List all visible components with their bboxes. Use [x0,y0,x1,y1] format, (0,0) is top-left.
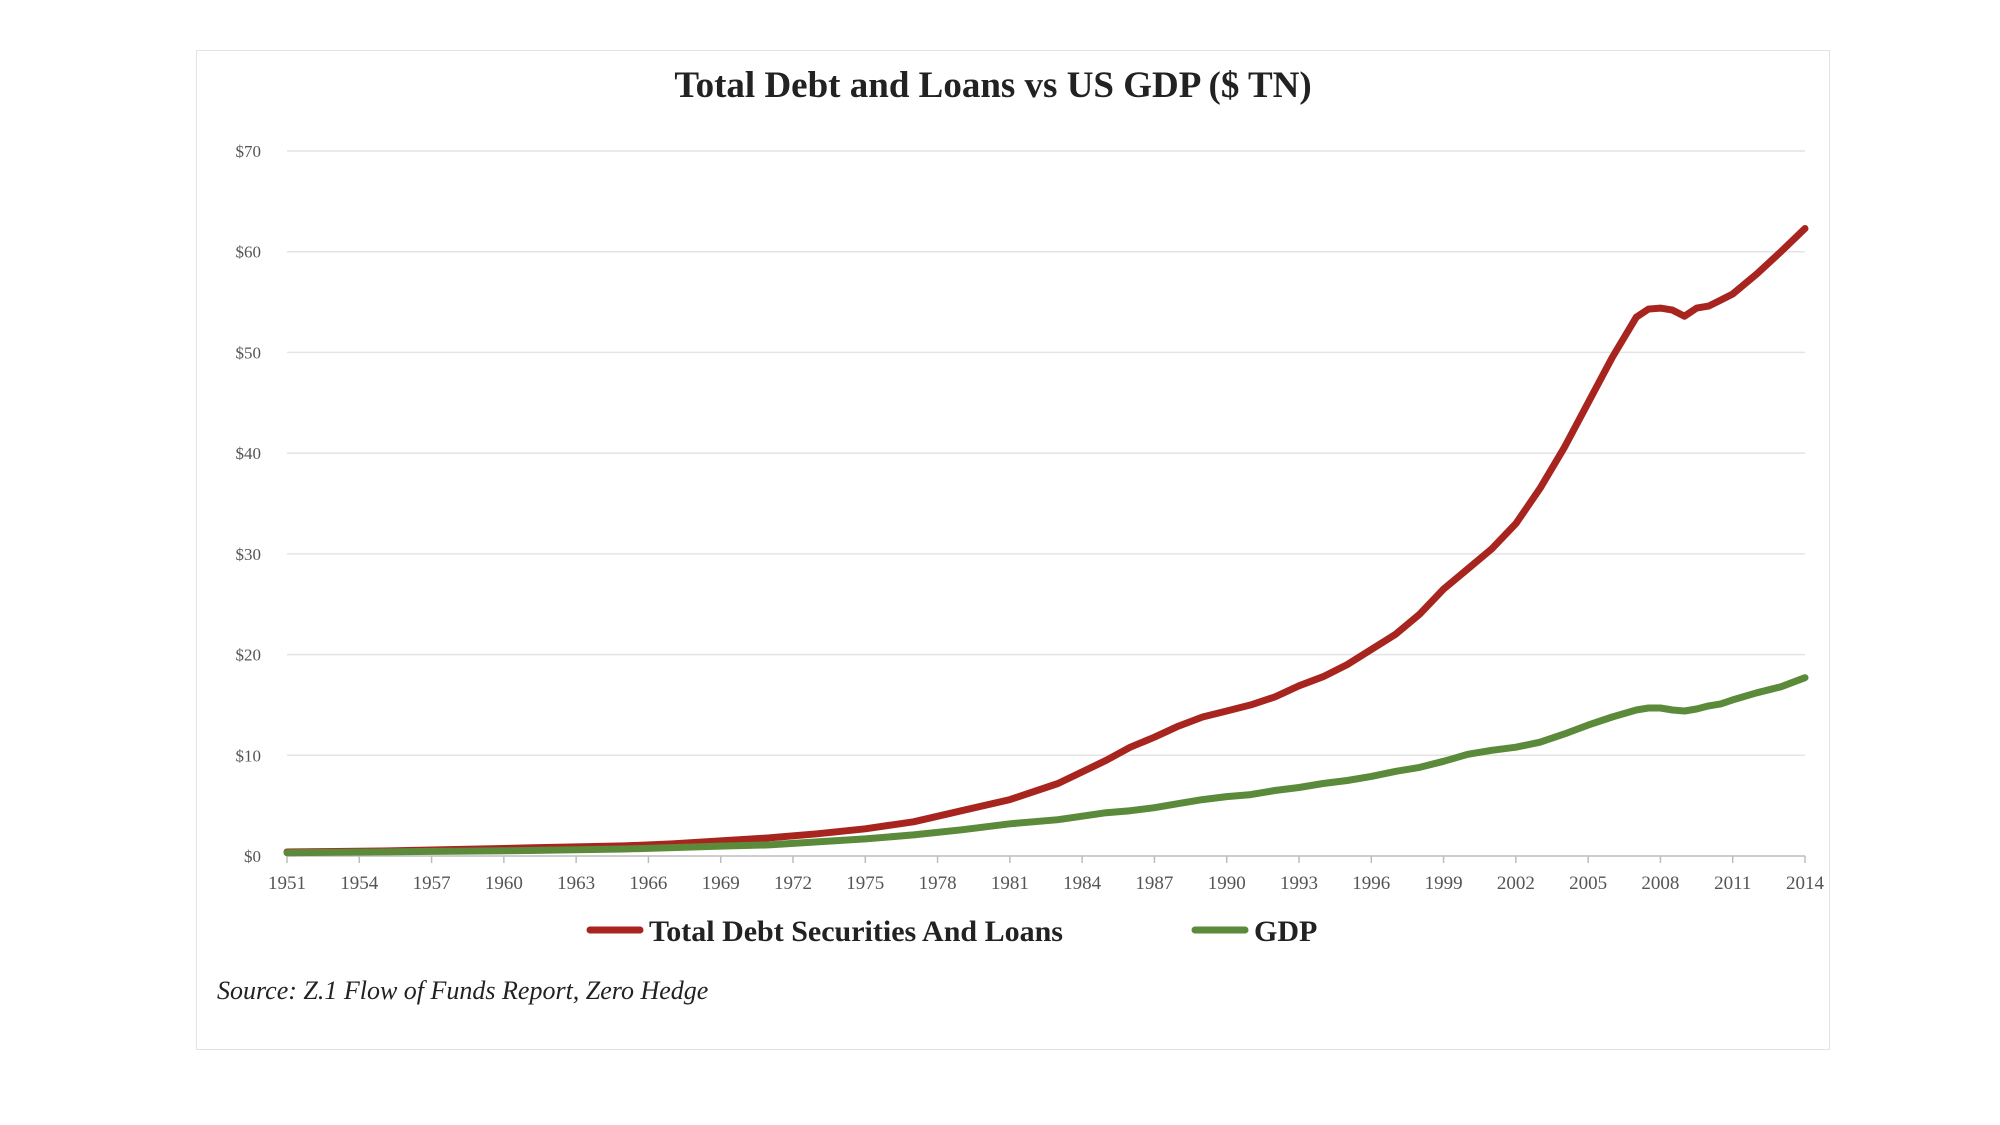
x-tick-label: 1984 [1063,873,1102,894]
x-tick-label: 1960 [485,873,523,894]
x-tick-label: 1981 [991,873,1029,894]
chart-frame: Total Debt and Loans vs US GDP ($ TN) $0… [196,50,1830,1050]
x-tick-label: 2002 [1497,873,1535,894]
series-line-gdp [283,674,1809,857]
y-axis-ticks: $0 $10 $20 $30 $40 $50 $60 $70 [236,142,262,866]
x-tick-label: 1951 [268,873,306,894]
x-axis-ticks: 1951 1954 1957 1960 1963 1966 1969 1972 1975 1978… [268,856,1825,894]
x-tick-label: 1993 [1280,873,1318,894]
x-tick-label: 1999 [1425,873,1463,894]
series-line-debt [283,225,1809,856]
legend-label-debt: Total Debt Securities And Loans [649,915,1063,948]
chart-title: Total Debt and Loans vs US GDP ($ TN) [674,65,1311,106]
legend-label-gdp: GDP [1254,915,1317,948]
x-tick-label: 1969 [702,873,740,894]
gridlines [287,150,1805,757]
y-tick-label: $40 [236,444,262,463]
x-tick-label: 1972 [774,873,812,894]
y-tick-label: $30 [236,545,262,564]
x-tick-label: 1957 [413,873,451,894]
x-tick-label: 2005 [1569,873,1607,894]
y-tick-label: $0 [244,847,261,866]
x-tick-label: 1987 [1135,873,1173,894]
y-tick-label: $60 [236,243,262,262]
x-tick-label: 1954 [340,873,379,894]
chart: Total Debt and Loans vs US GDP ($ TN) $0… [217,65,1825,1005]
x-tick-label: 2011 [1714,873,1751,894]
x-tick-label: 1975 [846,873,884,894]
x-tick-label: 2008 [1641,873,1679,894]
y-tick-label: $20 [236,646,262,665]
source-note: Source: Z.1 Flow of Funds Report, Zero H… [217,976,708,1005]
x-tick-label: 1966 [629,873,667,894]
x-tick-label: 1996 [1352,873,1390,894]
y-tick-label: $70 [236,142,262,161]
x-tick-label: 1978 [919,873,957,894]
x-tick-label: 1990 [1208,873,1246,894]
series-lines [283,225,1809,857]
x-tick-label: 1963 [557,873,595,894]
legend: Total Debt Securities And Loans GDP [586,915,1317,948]
x-tick-label: 2014 [1786,873,1825,894]
y-tick-label: $50 [236,343,262,362]
y-tick-label: $10 [236,746,262,765]
